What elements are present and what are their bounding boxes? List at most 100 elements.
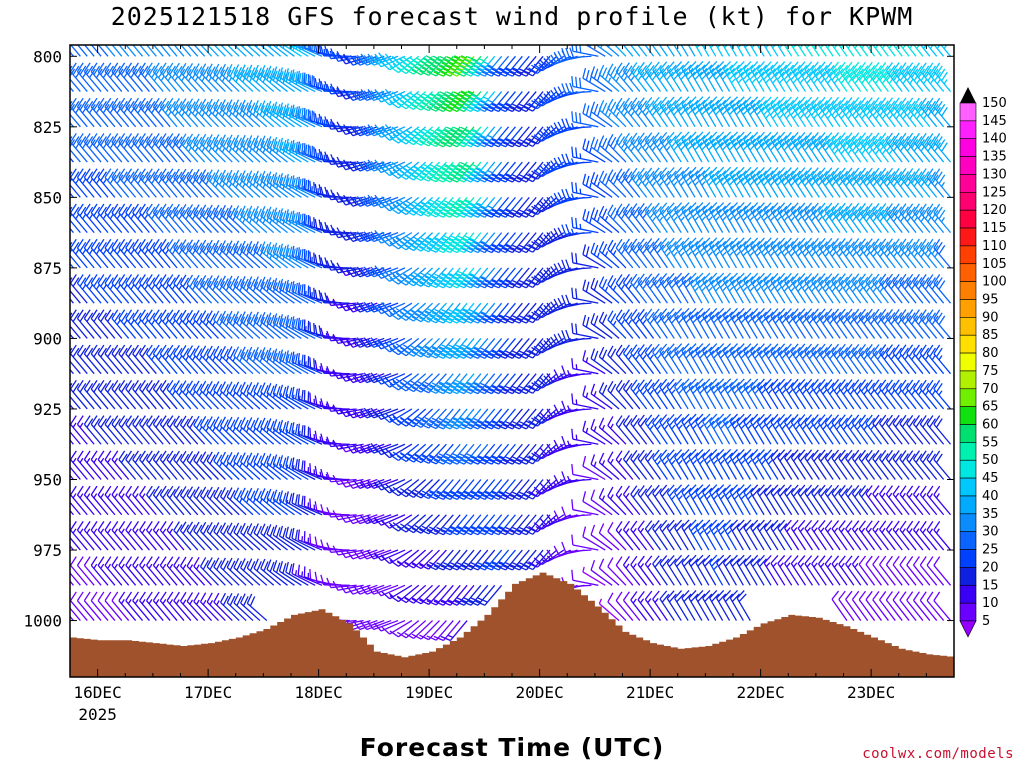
wind-barb-half-flag — [144, 319, 149, 325]
wind-barb-staff — [159, 600, 178, 621]
wind-barb-flag — [301, 425, 304, 436]
wind-barb-flag — [90, 415, 98, 425]
wind-barb-flag — [70, 309, 77, 319]
wind-barb-flag — [139, 450, 146, 460]
wind-barb-flag — [179, 34, 185, 43]
wind-barb-half-flag — [102, 249, 107, 255]
wind-barb-flag — [162, 206, 170, 217]
wind-barb-flag — [83, 274, 91, 284]
wind-barb-half-flag — [109, 214, 114, 220]
wind-barb-staff — [132, 318, 150, 339]
wind-barb-flag — [575, 147, 578, 158]
wind-barb-flag — [139, 379, 146, 390]
wind-barb-flag — [209, 66, 216, 77]
wind-barb-half-flag — [483, 96, 489, 100]
wind-barb-staff — [118, 529, 137, 551]
wind-barb-flag — [79, 100, 87, 111]
wind-barb-flag — [272, 45, 275, 46]
wind-barb-flag — [141, 100, 149, 111]
wind-barb-flag — [162, 171, 170, 181]
wind-barb-flag — [571, 358, 574, 369]
wind-barb-flag — [236, 66, 243, 77]
wind-barb-staff — [213, 319, 233, 339]
wind-barb-staff — [111, 45, 123, 57]
wind-barb-flag — [209, 172, 216, 182]
wind-barb-flag — [84, 28, 90, 37]
wind-barb-flag — [199, 204, 207, 215]
wind-barb-staff — [186, 389, 206, 410]
wind-barb-staff — [125, 177, 144, 198]
wind-barb-flag — [148, 171, 156, 181]
wind-barb-flag — [93, 383, 101, 393]
wind-barb-flag — [240, 99, 246, 110]
wind-barb-staff — [173, 212, 192, 234]
wind-barb-half-flag — [589, 147, 592, 154]
wind-barb-flag — [152, 591, 160, 602]
wind-barb-half-flag — [593, 461, 597, 467]
wind-barb-flag — [90, 97, 98, 108]
wind-barb-flag — [582, 173, 587, 185]
wind-barb-flag — [153, 28, 159, 37]
wind-barb-flag — [70, 168, 77, 178]
wind-barb-flag — [309, 322, 312, 333]
wind-barb-flag — [266, 559, 272, 570]
wind-barb-flag — [222, 242, 229, 253]
wind-barb-half-flag — [66, 529, 69, 533]
wind-barb-flag — [209, 489, 216, 500]
wind-barb-flag — [571, 181, 574, 193]
wind-barb-flag — [246, 558, 253, 569]
wind-barb-flag — [226, 34, 231, 43]
wind-barb-flag — [159, 238, 167, 249]
wind-barb-flag — [70, 65, 73, 71]
wind-barb-staff — [118, 564, 137, 586]
wind-barb-half-flag — [120, 528, 125, 534]
wind-barb-flag — [155, 136, 163, 146]
wind-barb-flag — [207, 29, 212, 38]
wind-barb-flag — [127, 171, 135, 181]
wind-barb-staff — [233, 108, 254, 128]
wind-barb-flag — [206, 63, 213, 74]
wind-barb-flag — [610, 66, 617, 77]
wind-barb-flag — [203, 31, 208, 40]
wind-barb-staff — [180, 45, 192, 57]
wind-barb-flag — [134, 206, 142, 217]
wind-barb-flag — [66, 31, 72, 40]
wind-barb-flag — [246, 593, 253, 604]
wind-barb-flag — [222, 101, 229, 112]
wind-barb-flag — [152, 238, 160, 249]
wind-barb-flag — [260, 452, 266, 464]
wind-barb-flag — [233, 205, 240, 216]
wind-barb-half-flag — [171, 390, 176, 396]
wind-barb-flag — [108, 31, 114, 40]
wind-barb-flag — [313, 217, 316, 228]
wind-barb-staff — [152, 141, 171, 163]
wind-barb-staff — [572, 544, 599, 551]
wind-barb-flag — [182, 277, 190, 288]
wind-barb-flag — [571, 217, 574, 228]
wind-barb-half-flag — [151, 355, 156, 361]
wind-barb-flag — [193, 345, 200, 356]
wind-barb-flag — [93, 312, 101, 322]
wind-barb-staff — [111, 177, 130, 198]
wind-barb-staff — [132, 71, 150, 92]
wind-barb-staff — [104, 318, 123, 339]
wind-barb-flag — [280, 32, 283, 42]
wind-barb-staff — [111, 353, 130, 375]
wind-barb-flag — [575, 323, 578, 335]
wind-barb-staff — [90, 353, 109, 375]
wind-barb-flag — [190, 31, 195, 40]
wind-barb-staff — [111, 423, 130, 445]
wind-barb-flag — [173, 239, 180, 249]
wind-barb-staff — [125, 282, 144, 304]
wind-barb-staff — [97, 71, 116, 92]
wind-barb-half-flag — [141, 598, 146, 605]
wind-barb-flag — [249, 384, 256, 395]
wind-barb-flag — [593, 174, 599, 185]
wind-barb-flag — [206, 275, 213, 285]
wind-barb-staff — [200, 45, 213, 57]
wind-barb-flag — [155, 65, 163, 76]
wind-barb-flag — [260, 417, 266, 428]
wind-barb-flag — [222, 419, 229, 430]
wind-barb-half-flag — [487, 99, 493, 103]
wind-barb-flag — [152, 309, 160, 319]
